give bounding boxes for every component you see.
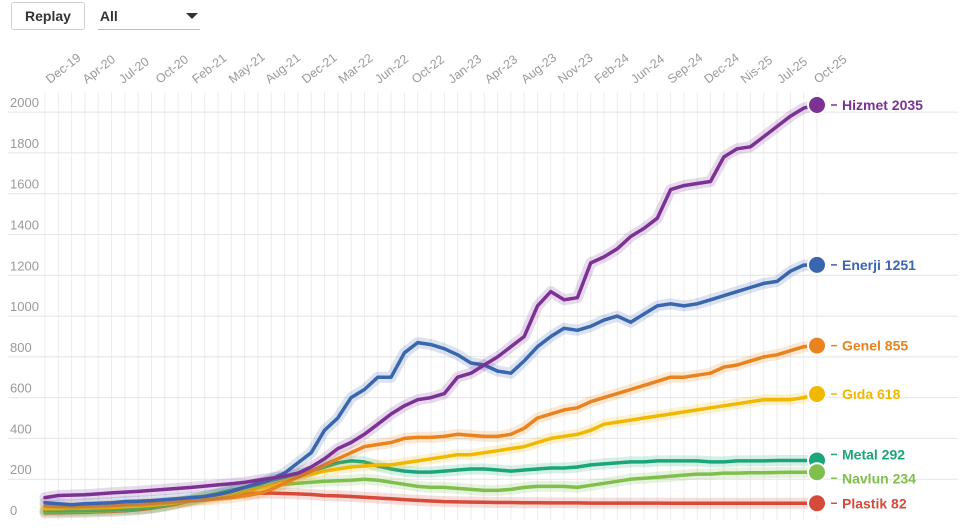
series-label-gıda: Gıda 618: [842, 386, 901, 402]
series-label-hizmet: Hizmet 2035: [842, 97, 923, 113]
y-tick-label: 600: [10, 381, 32, 396]
series-end-marker-genel: [807, 335, 827, 356]
series-label-plastik: Plastik 82: [842, 495, 907, 511]
y-tick-label: 800: [10, 340, 32, 355]
x-tick-label: Feb-21: [190, 51, 230, 86]
x-tick-label: Dec-24: [702, 50, 742, 86]
x-tick-label: Aug-23: [519, 50, 559, 86]
x-tick-label: Apr-20: [80, 52, 118, 86]
x-tick-label: Apr-23: [482, 52, 520, 86]
y-tick-label: 1800: [10, 136, 39, 151]
y-tick-label: 1400: [10, 217, 39, 232]
x-tick-label: Sep-24: [665, 50, 705, 86]
x-tick-label: Oct-20: [153, 52, 191, 86]
chart-controls: Replay All: [11, 1, 200, 31]
y-tick-label: 200: [10, 462, 32, 477]
y-tick-label: 1000: [10, 299, 39, 314]
series-end-marker-enerji: [807, 254, 827, 275]
series-label-enerji: Enerji 1251: [842, 257, 916, 273]
series-line-enerji: [43, 263, 819, 507]
x-tick-label: Oct-25: [811, 52, 849, 86]
x-tick-label: Aug-21: [263, 50, 303, 86]
series-end-marker-navlun: [807, 462, 827, 483]
y-tick-label: 1200: [10, 258, 39, 273]
y-tick-label: 2000: [10, 95, 39, 110]
replay-button[interactable]: Replay: [11, 2, 85, 30]
series-filter-value: All: [99, 7, 118, 24]
y-tick-label: 400: [10, 421, 32, 436]
y-tick-label: 0: [10, 503, 17, 518]
series-end-marker-gıda: [807, 383, 827, 404]
series-label-navlun: Navlun 234: [842, 470, 916, 486]
x-tick-label: Jun-22: [372, 52, 411, 87]
x-tick-label: Jul-20: [116, 54, 151, 86]
series-end-marker-plastik: [807, 493, 827, 514]
chevron-down-icon: [185, 12, 198, 19]
series-label-metal: Metal 292: [842, 446, 905, 462]
series-label-genel: Genel 855: [842, 338, 908, 354]
x-tick-label: May-21: [226, 50, 268, 87]
x-tick-label: Jun-24: [628, 52, 667, 87]
x-tick-label: Jul-25: [775, 54, 810, 86]
x-tick-label: Jan-23: [446, 52, 485, 87]
y-tick-label: 1600: [10, 177, 39, 192]
x-tick-label: Nov-23: [555, 50, 595, 86]
series-filter-dropdown[interactable]: All: [97, 2, 200, 30]
x-tick-label: Feb-24: [592, 51, 632, 86]
x-tick-label: Mar-22: [336, 51, 376, 86]
x-tick-label: Dec-21: [299, 50, 339, 86]
series-end-marker-hizmet: [807, 95, 827, 115]
x-tick-label: Dec-19: [43, 50, 83, 86]
x-tick-label: Oct-22: [409, 52, 447, 86]
x-tick-label: Nis-25: [738, 53, 775, 86]
series-line-hizmet: [43, 103, 819, 500]
series-line-genel: [43, 343, 819, 509]
